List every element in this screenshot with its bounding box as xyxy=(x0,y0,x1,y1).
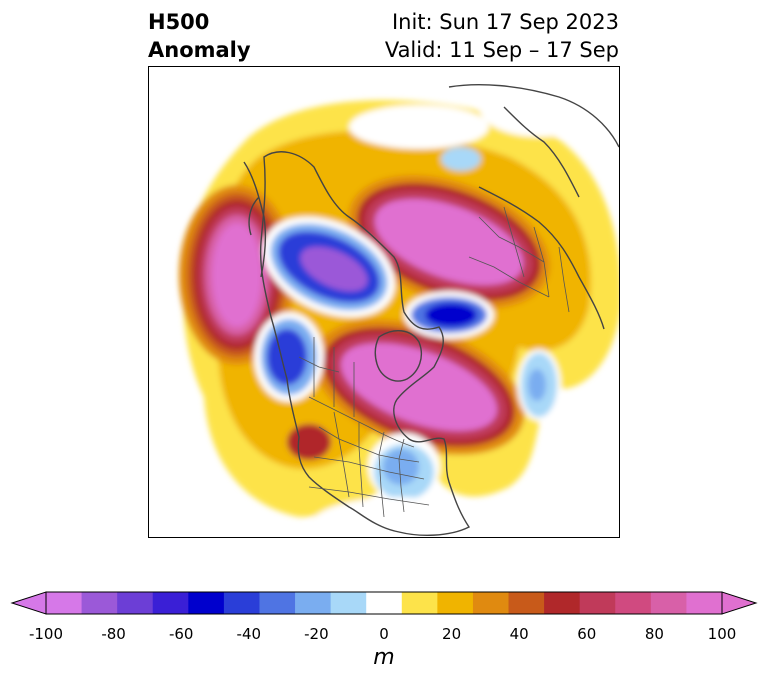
colorbar-extend-min xyxy=(10,591,47,615)
anomaly-map xyxy=(148,66,620,538)
neutral-south xyxy=(309,497,489,537)
colorbar-extend-max xyxy=(721,591,758,615)
anomaly-field xyxy=(179,77,619,537)
colorbar-segment xyxy=(437,592,474,614)
colorbar-segment xyxy=(330,592,367,614)
colorbar-tick-label: -80 xyxy=(101,625,126,643)
coast-eurasia xyxy=(448,84,619,330)
coast-alaska xyxy=(243,161,267,278)
colorbar-segment xyxy=(401,592,438,614)
colorbar-tick-label: 0 xyxy=(379,625,389,643)
colorbar-segment xyxy=(223,592,260,614)
ridge-southwest xyxy=(287,424,331,460)
colorbar-segment xyxy=(295,592,332,614)
colorbar xyxy=(10,591,758,615)
colorbar-segment xyxy=(152,592,189,614)
map-title: H500 Anomaly xyxy=(148,8,251,64)
colorbar-segment xyxy=(544,592,581,614)
colorbar-segment xyxy=(472,592,510,614)
neutral-northeast xyxy=(479,77,599,137)
trough-barents-core xyxy=(425,303,477,327)
coastlines xyxy=(243,84,619,536)
colorbar-unit: m xyxy=(373,645,395,670)
neutral-north xyxy=(349,105,489,149)
trough-yukon-core xyxy=(300,246,368,292)
coast-north-america xyxy=(259,151,471,536)
colorbar-segment xyxy=(81,592,118,614)
map-svg xyxy=(179,77,619,537)
colorbar-tick-label: 40 xyxy=(509,625,529,643)
colorbar-segment xyxy=(508,592,545,614)
title-line-1: H500 xyxy=(148,10,210,34)
border-us-states xyxy=(308,411,430,518)
borders xyxy=(298,206,570,518)
trough-arctic xyxy=(441,147,481,171)
colorbar-segment xyxy=(259,592,296,614)
colorbar-tick-label: -40 xyxy=(236,625,262,643)
colorbar-segment xyxy=(650,592,687,614)
colorbar-segment xyxy=(188,592,225,614)
trough-atlantic-core xyxy=(528,369,546,401)
colorbar-tick-label: 80 xyxy=(644,625,664,643)
ridge-alaska-core xyxy=(212,223,262,327)
colorbar-segment xyxy=(366,592,403,614)
colorbar-tick-label: 60 xyxy=(577,625,597,643)
colorbar-tick-label: 100 xyxy=(707,625,737,643)
colorbar-segment xyxy=(46,592,83,614)
border-us-canada xyxy=(308,396,415,448)
border-canada-provinces xyxy=(298,337,355,417)
colorbar-tick-label: -60 xyxy=(168,625,194,643)
trough-eastus-core xyxy=(383,449,419,485)
title-line-2: Anomaly xyxy=(148,38,251,62)
valid-range: Valid: 11 Sep – 17 Sep xyxy=(384,38,619,62)
trough-wcanada-core xyxy=(267,329,307,385)
colorbar-segment xyxy=(686,592,723,614)
date-info: Init: Sun 17 Sep 2023 Valid: 11 Sep – 17… xyxy=(385,8,619,64)
border-russia-regions xyxy=(468,206,570,313)
colorbar-segment xyxy=(117,592,154,614)
colorbar-tick-label: -20 xyxy=(304,625,329,643)
ridge-canada-core xyxy=(340,343,498,431)
colorbar-tick-label: -100 xyxy=(28,625,64,643)
colorbar-segment xyxy=(579,592,616,614)
init-date: Init: Sun 17 Sep 2023 xyxy=(391,10,619,34)
colorbar-tick-label: 20 xyxy=(442,625,462,643)
colorbar-border xyxy=(45,591,723,615)
colorbar-segment xyxy=(615,592,652,614)
coast-greenland xyxy=(374,330,423,382)
